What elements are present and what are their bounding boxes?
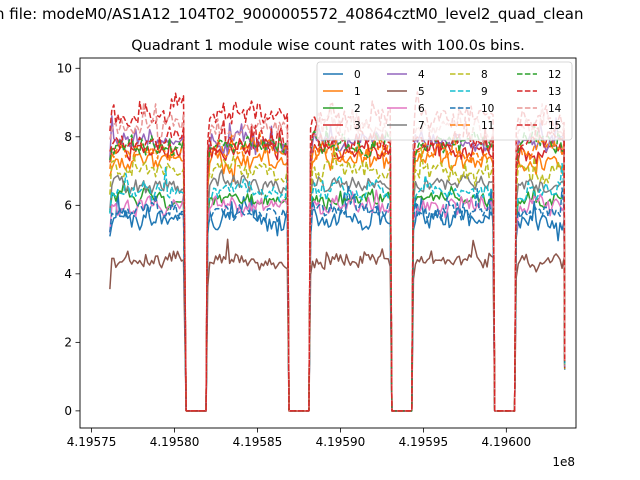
chart-title: Quadrant 1 module wise count rates with … [131,38,525,54]
y-tick-label: 6 [64,199,72,213]
legend-label-6: 6 [418,103,425,115]
series-line-7 [109,169,566,412]
legend-label-15: 15 [548,120,561,132]
figure-suptitle: n file: modeM0/AS1A12_104T02_9000005572_… [0,5,584,23]
y-tick-label: 8 [64,130,72,144]
legend-label-11: 11 [481,120,494,132]
x-tick-label: 4.19575 [67,435,117,449]
series-line-11 [109,130,566,412]
x-axis: 4.19575 4.19580 4.19585 4.19590 4.19595 4.196… [67,428,531,449]
x-tick-label: 4.19600 [482,435,532,449]
legend-label-3: 3 [354,120,361,132]
series-line-0 [109,188,566,412]
legend-label-4: 4 [418,69,425,81]
legend-label-7: 7 [418,120,425,132]
legend-label-5: 5 [418,86,425,98]
y-tick-label: 10 [57,62,72,76]
y-tick-label: 0 [64,404,72,418]
plot-frame [79,57,577,429]
legend-label-0: 0 [354,69,361,81]
series-line-9 [109,162,566,412]
series-line-15 [109,116,566,412]
series-line-2 [109,180,566,412]
series-line-4 [109,115,566,412]
series-line-3 [109,125,566,412]
legend-label-14: 14 [548,103,562,115]
series-line-8 [109,145,566,412]
series-line-5 [109,238,566,412]
y-tick-label: 2 [64,336,72,350]
legend-box [316,61,573,141]
legend-label-10: 10 [481,103,494,115]
legend-label-9: 9 [481,86,488,98]
x-tick-label: 4.19590 [316,435,366,449]
x-tick-label: 4.19580 [150,435,200,449]
legend-label-1: 1 [354,86,361,98]
legend-label-8: 8 [481,69,488,81]
x-tick-label: 4.19585 [233,435,283,449]
series-line-12 [109,121,566,412]
legend-label-13: 13 [548,86,561,98]
legend-label-2: 2 [354,103,361,115]
x-axis-offset-label: 1e8 [552,455,575,469]
series-line-10 [109,184,566,412]
legend-label-12: 12 [548,69,561,81]
y-tick-label: 4 [64,267,72,281]
series-line-6 [109,189,566,412]
x-tick-label: 4.19595 [399,435,449,449]
y-axis: 0 2 4 6 8 10 [57,62,80,418]
